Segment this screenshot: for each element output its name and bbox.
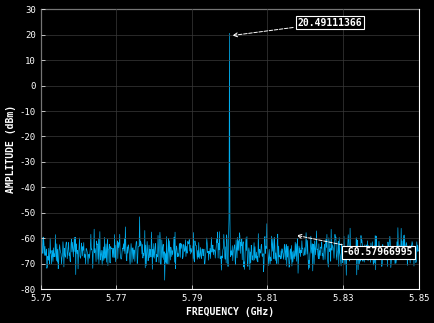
Y-axis label: AMPLITUDE (dBm): AMPLITUDE (dBm) <box>6 105 16 193</box>
Text: -60.57966995: -60.57966995 <box>297 234 413 257</box>
Text: 20.49111366: 20.49111366 <box>233 18 362 37</box>
X-axis label: FREQUENCY (GHz): FREQUENCY (GHz) <box>185 307 273 318</box>
